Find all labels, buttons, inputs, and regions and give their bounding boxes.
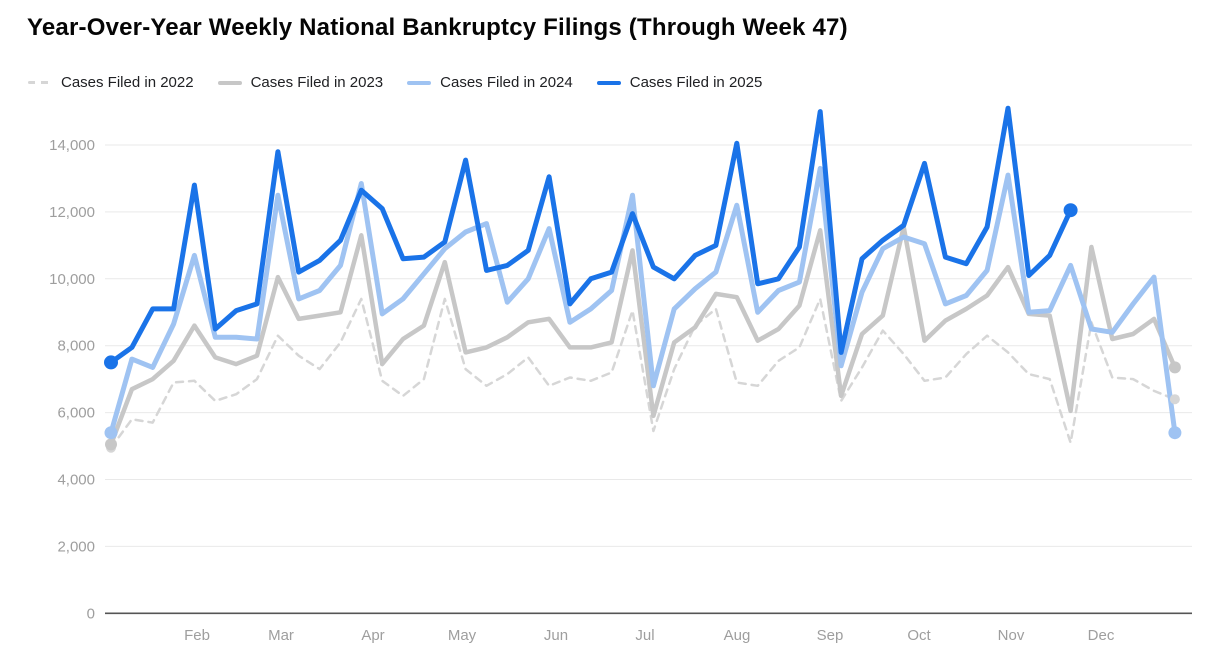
series-line-2024 bbox=[108, 165, 1178, 436]
y-tick-label: 4,000 bbox=[57, 472, 95, 489]
y-tick-label: 8,000 bbox=[57, 338, 95, 355]
x-month-label: Dec bbox=[1088, 627, 1115, 644]
legend-label: Cases Filed in 2024 bbox=[440, 74, 573, 91]
legend-item-2025: Cases Filed in 2025 bbox=[596, 74, 763, 91]
legend-label: Cases Filed in 2023 bbox=[250, 74, 384, 91]
endpoint-dot-2023 bbox=[1168, 361, 1181, 374]
legend-item-2024: Cases Filed in 2024 bbox=[407, 74, 573, 91]
legend-label: Cases Filed in 2022 bbox=[61, 74, 194, 91]
series-line-2022 bbox=[109, 297, 1177, 449]
page-title: Year-Over-Year Weekly National Bankruptc… bbox=[27, 14, 848, 41]
y-tick-label: 12,000 bbox=[49, 204, 95, 221]
x-month-label: Oct bbox=[907, 627, 931, 644]
series-line-2025 bbox=[108, 105, 1074, 365]
line-swatch-icon bbox=[217, 80, 242, 85]
x-month-label: Feb bbox=[184, 627, 210, 644]
y-tick-label: 0 bbox=[87, 605, 95, 622]
chart-legend: Cases Filed in 2022 Cases Filed in 2023 Ca… bbox=[28, 74, 762, 91]
x-month-label: Apr bbox=[361, 627, 384, 644]
x-month-label: May bbox=[448, 627, 477, 644]
x-month-label: Jun bbox=[544, 627, 568, 644]
x-month-label: Nov bbox=[998, 627, 1025, 644]
dashed-line-swatch-icon bbox=[28, 81, 52, 84]
legend-item-2023: Cases Filed in 2023 bbox=[217, 74, 384, 91]
x-month-label: Sep bbox=[817, 627, 844, 644]
series-line-2023 bbox=[108, 224, 1178, 447]
legend-label: Cases Filed in 2025 bbox=[629, 74, 763, 91]
y-tick-label: 2,000 bbox=[57, 538, 95, 555]
endpoint-dot-2023 bbox=[105, 438, 117, 451]
x-month-label: Mar bbox=[268, 627, 294, 644]
x-month-label: Aug bbox=[724, 627, 751, 644]
endpoint-dot-2022 bbox=[1169, 394, 1180, 405]
line-swatch-icon bbox=[407, 80, 432, 85]
legend-item-2022: Cases Filed in 2022 bbox=[28, 74, 194, 91]
y-tick-label: 10,000 bbox=[49, 271, 95, 288]
x-month-label: Jul bbox=[635, 627, 654, 644]
endpoint-dot-2024 bbox=[104, 426, 118, 440]
y-tick-label: 14,000 bbox=[49, 137, 95, 154]
y-tick-label: 6,000 bbox=[57, 405, 95, 422]
endpoint-dot-2025 bbox=[1063, 203, 1078, 218]
line-swatch-icon bbox=[596, 80, 621, 85]
endpoint-dot-2024 bbox=[1168, 426, 1182, 440]
endpoint-dot-2025 bbox=[104, 355, 118, 370]
